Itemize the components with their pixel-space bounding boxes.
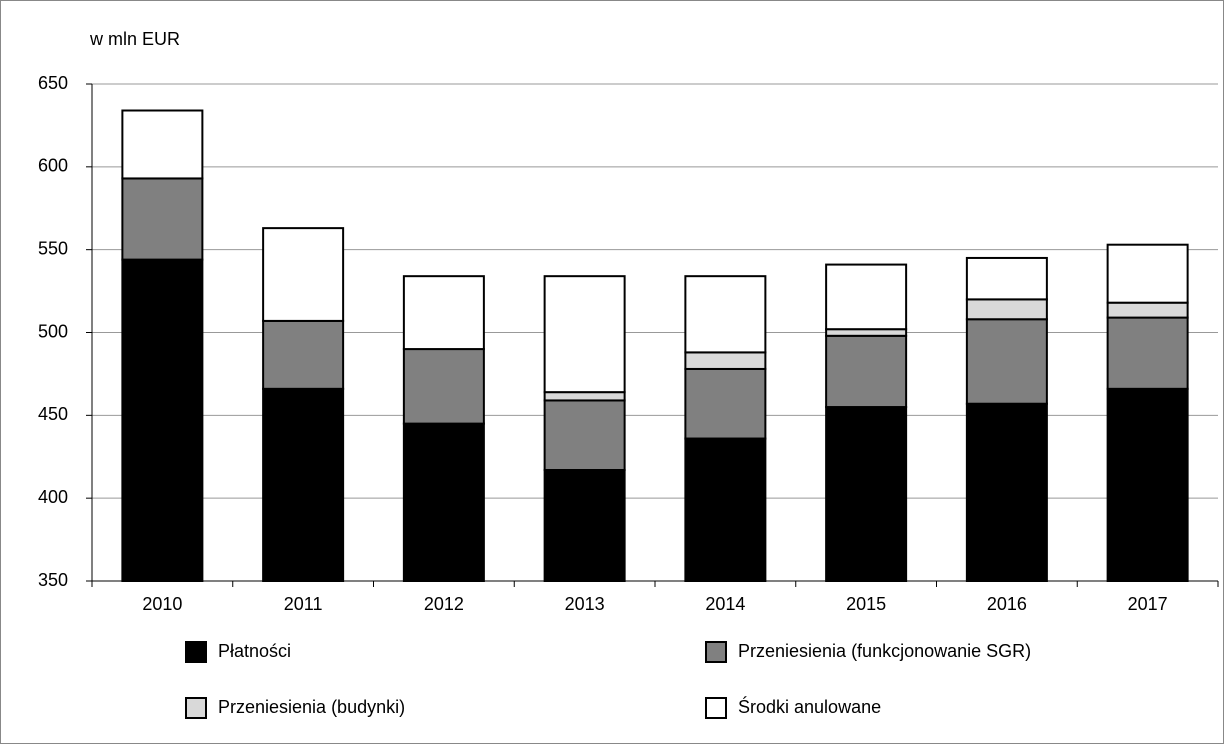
bar-segment	[1106, 301, 1189, 319]
bar-segment	[684, 351, 767, 370]
bar-segment	[825, 334, 908, 409]
unit-label: w mln EUR	[89, 29, 180, 49]
bar-segment	[825, 406, 908, 582]
legend-label: Przeniesienia (budynki)	[218, 697, 405, 717]
y-tick-label: 400	[38, 487, 68, 507]
bar-segment	[965, 256, 1048, 301]
bar-segment	[543, 469, 626, 582]
legend-swatch	[185, 697, 207, 719]
bar-segment	[965, 318, 1048, 405]
bar-segment	[684, 437, 767, 582]
bar-segment	[1106, 243, 1189, 304]
y-tick-label: 650	[38, 73, 68, 93]
bar-segment	[121, 177, 204, 261]
legend-swatch	[185, 641, 207, 663]
bar-segment	[825, 263, 908, 331]
bar-segment	[402, 422, 485, 582]
bar-segment	[402, 348, 485, 425]
x-tick-label: 2016	[987, 594, 1027, 614]
legend-swatch	[705, 641, 727, 663]
y-tick-label: 350	[38, 570, 68, 590]
y-tick-label: 600	[38, 156, 68, 176]
bar-segment	[965, 402, 1048, 582]
y-tick-label: 450	[38, 404, 68, 424]
x-tick-label: 2013	[565, 594, 605, 614]
x-tick-label: 2014	[705, 594, 745, 614]
legend-swatch	[705, 697, 727, 719]
y-tick-label: 500	[38, 321, 68, 341]
x-tick-label: 2012	[424, 594, 464, 614]
bar-segment	[543, 399, 626, 472]
bar-segment	[684, 275, 767, 354]
legend-label: Płatności	[218, 641, 291, 661]
y-tick-label: 550	[38, 238, 68, 258]
bar-segment	[543, 275, 626, 394]
bar-segment	[262, 387, 345, 582]
bar-segment	[1106, 387, 1189, 582]
x-tick-label: 2017	[1128, 594, 1168, 614]
bar-segment	[262, 319, 345, 390]
bar-segment	[1106, 316, 1189, 390]
bar-segment	[543, 391, 626, 402]
bar-segment	[402, 275, 485, 351]
bar-segment	[684, 367, 767, 440]
bar-segment	[121, 109, 204, 180]
bar-segment	[262, 227, 345, 322]
legend-label: Przeniesienia (funkcjonowanie SGR)	[738, 641, 1031, 661]
legend-label: Środki anulowane	[738, 696, 881, 717]
x-tick-label: 2010	[142, 594, 182, 614]
bar-segment	[121, 258, 204, 582]
x-tick-label: 2015	[846, 594, 886, 614]
bar-segment	[965, 298, 1048, 321]
x-tick-label: 2011	[284, 594, 323, 614]
